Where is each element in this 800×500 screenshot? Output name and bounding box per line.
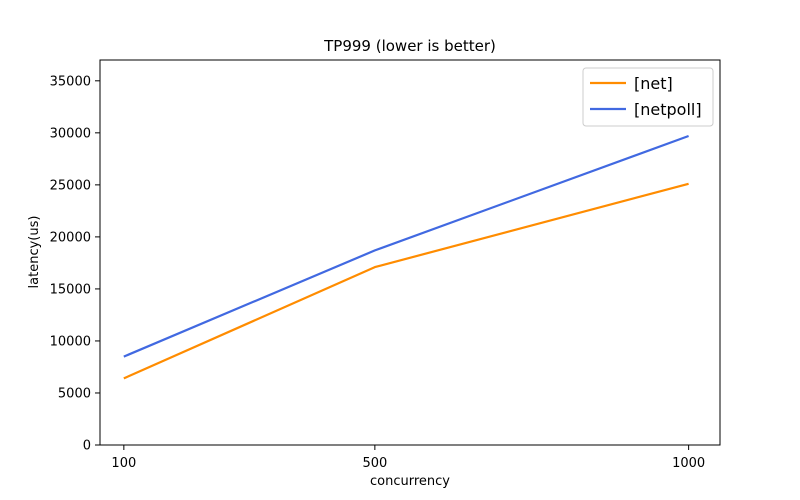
series-line-1 <box>123 134 689 358</box>
y-tick-label-5: 25000 <box>50 178 91 193</box>
series-line-0 <box>123 182 689 380</box>
plot-area <box>123 134 689 380</box>
y-tick-label-3: 15000 <box>50 282 91 297</box>
y-axis: 0 5000 10000 15000 20000 25000 30000 35000 <box>50 74 100 454</box>
y-tick-label-0: 0 <box>83 439 91 454</box>
y-tick-label-2: 10000 <box>50 334 91 349</box>
chart-title: TP999 (lower is better) <box>323 37 496 55</box>
legend: [net] [netpoll] <box>582 67 714 127</box>
legend-label-1: [netpoll] <box>634 100 702 119</box>
x-tick-label-1: 500 <box>362 456 387 471</box>
y-tick-label-4: 20000 <box>50 230 91 245</box>
x-tick-label-2: 1000 <box>672 456 705 471</box>
x-axis-label: concurrency <box>370 474 450 489</box>
legend-label-0: [net] <box>634 74 673 93</box>
x-tick-label-0: 100 <box>111 456 136 471</box>
plot-frame <box>99 59 721 446</box>
y-tick-label-6: 30000 <box>50 126 91 141</box>
y-tick-label-1: 5000 <box>58 386 91 401</box>
x-axis: 100 500 1000 <box>111 445 705 471</box>
y-tick-label-7: 35000 <box>50 74 91 89</box>
y-axis-label: latency(us) <box>27 216 42 289</box>
